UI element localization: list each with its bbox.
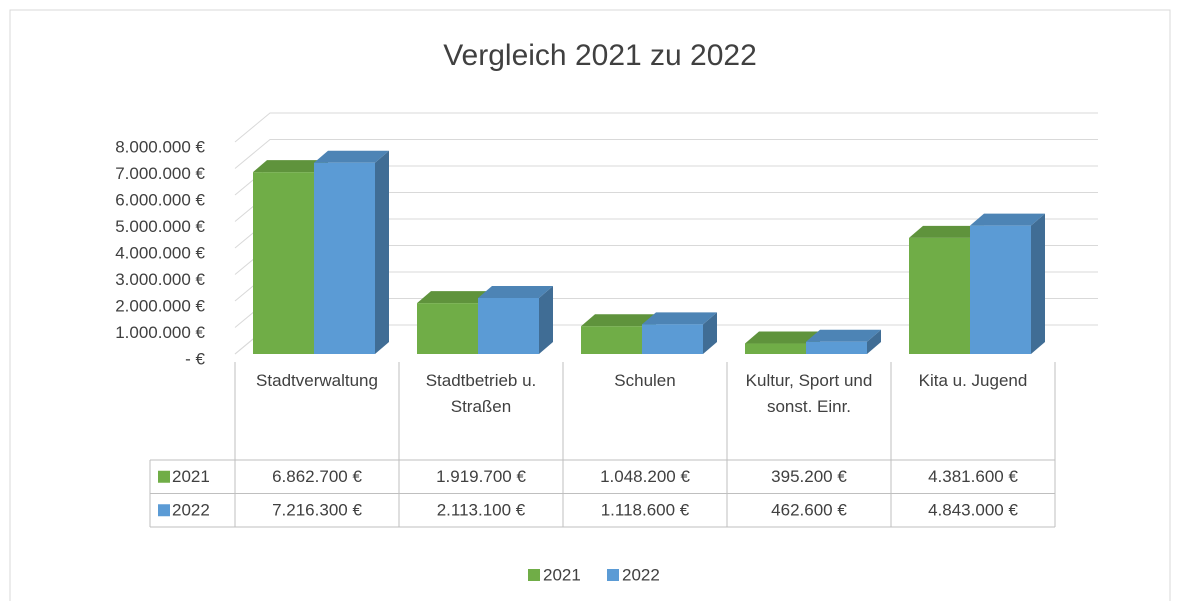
table-value: 1.048.200 € [600,467,690,486]
bar-side [539,286,553,354]
table-value: 7.216.300 € [272,501,362,520]
y-tick-label: 5.000.000 € [115,217,205,236]
grid-line [234,112,1098,143]
table-series-name: 2021 [172,467,210,486]
bar-front [806,341,867,354]
table-value: 6.862.700 € [272,467,362,486]
bar-front [909,237,970,354]
table-legend-key [158,470,170,483]
y-tick-label: 2.000.000 € [115,296,205,315]
bar-front [417,303,478,354]
chart-title: Vergleich 2021 zu 2022 [443,39,757,72]
bar-top [417,291,492,304]
y-tick-label: 1.000.000 € [115,323,205,342]
y-tick-label: 8.000.000 € [115,137,205,156]
bar [314,150,389,354]
grid-line [234,139,1098,169]
category-label: Schulen [614,371,676,390]
table-value: 4.843.000 € [928,501,1018,520]
bar-top [314,150,389,163]
table-value: 4.381.600 € [928,467,1018,486]
y-tick-label: 4.000.000 € [115,243,205,262]
bar-top [642,312,717,325]
table-value: 462.600 € [771,501,847,520]
bar-front [745,343,806,354]
y-tick-label: - € [185,349,205,368]
legend-key [528,569,540,581]
category-label: Stadtverwaltung [256,371,378,390]
bar-top [478,286,553,299]
bar-side [375,150,389,354]
chart-border [9,9,1171,601]
bar-front [314,162,375,354]
bar-top [909,225,984,238]
bar-front [642,324,703,354]
category-label: Kultur, Sport und sonst. Einr. [745,371,873,416]
y-tick-label: 7.000.000 € [115,164,205,183]
bar-front [253,172,314,354]
bar [642,312,717,354]
table-legend-key [158,504,170,517]
table-series-name: 2022 [172,501,210,520]
bar [478,286,553,354]
bar-front [478,298,539,354]
bar-top [806,329,881,342]
table-value: 2.113.100 € [437,501,526,520]
bar-top [970,213,1045,226]
y-tick-label: 3.000.000 € [115,270,205,289]
bar [806,329,881,354]
bar-side [867,329,881,354]
legend-key [607,569,619,581]
bar-front [581,326,642,354]
legend-label: 2022 [622,565,660,584]
table-value: 1.118.600 € [601,501,690,520]
bar-front [970,225,1031,354]
bar-side [1031,213,1045,354]
legend-label: 2021 [543,565,581,584]
category-label: Stadtbetrieb u. Straßen [425,371,537,416]
y-tick-label: 6.000.000 € [115,190,205,209]
bar-side [703,312,717,354]
category-label: Kita u. Jugend [918,371,1028,390]
table-value: 1.919.700 € [436,467,526,486]
table-value: 395.200 € [771,467,847,486]
bar-top [581,314,656,327]
bar [970,213,1045,354]
bar-top [745,331,820,344]
bar-top [253,160,328,173]
